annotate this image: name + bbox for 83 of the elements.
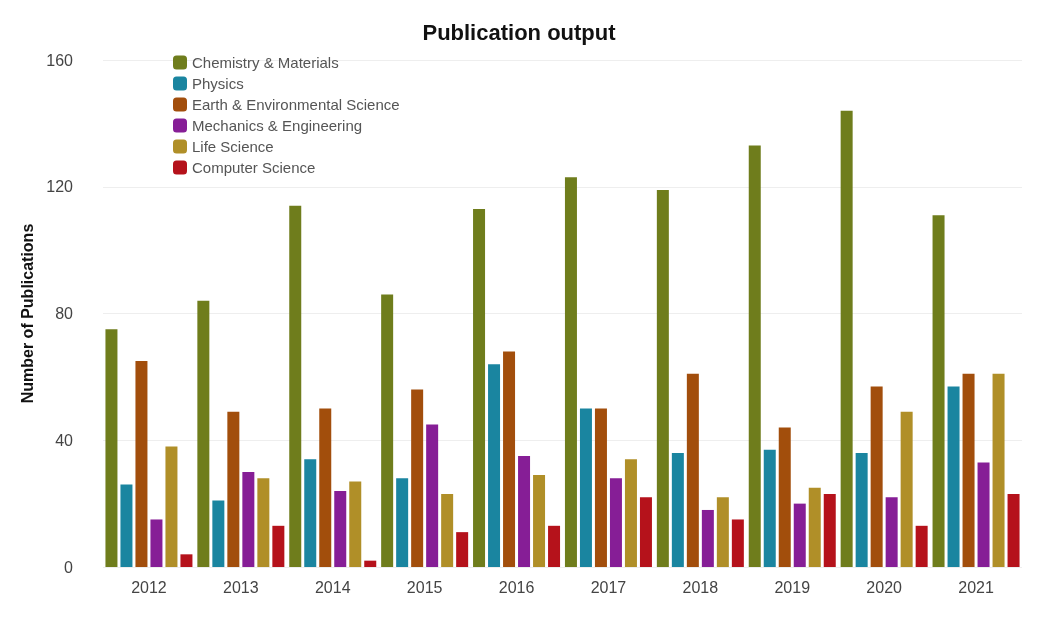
bar (426, 424, 439, 567)
y-tick-label: 40 (55, 431, 74, 449)
bar (120, 484, 133, 567)
x-tick-label: 2012 (131, 578, 167, 596)
bar (227, 411, 240, 567)
bar (992, 373, 1005, 567)
bar (334, 490, 347, 567)
x-tick-label: 2021 (958, 578, 994, 596)
bar (319, 408, 332, 567)
chart-title: Publication output (422, 19, 617, 45)
bar (441, 494, 454, 567)
bar (364, 560, 377, 567)
x-tick-label: 2017 (590, 578, 627, 596)
bar (870, 386, 883, 567)
bar (639, 497, 652, 567)
bar (855, 452, 868, 567)
y-tick-label: 160 (46, 51, 74, 69)
y-tick-label: 80 (55, 305, 74, 322)
bar (823, 494, 836, 567)
legend-label: Computer Science (192, 159, 316, 176)
bar (473, 208, 486, 567)
bar (548, 525, 561, 567)
bar (242, 471, 255, 567)
x-tick-label: 2018 (682, 578, 719, 596)
bar (885, 497, 898, 567)
x-tick-label: 2014 (314, 578, 351, 596)
bar (349, 481, 362, 567)
bar (381, 294, 394, 567)
bar (456, 532, 469, 567)
bar (932, 215, 945, 567)
bar (533, 475, 546, 567)
bar (962, 373, 975, 567)
legend-label: Life Science (192, 138, 274, 155)
legend-label: Chemistry & Materials (192, 54, 339, 71)
legend-label: Earth & Environmental Science (192, 96, 400, 113)
legend-label: Physics (192, 75, 244, 92)
bar (900, 411, 913, 567)
bar (105, 329, 118, 567)
bar (289, 205, 302, 567)
bar (624, 459, 637, 567)
bar (686, 373, 699, 567)
bar (212, 500, 225, 567)
bar (150, 519, 163, 567)
y-tick-label: 0 (64, 558, 74, 576)
x-tick-label: 2015 (406, 578, 443, 596)
bar (257, 478, 270, 567)
bar (977, 462, 990, 567)
bar (135, 361, 148, 567)
bar (748, 145, 761, 567)
bar (731, 519, 744, 567)
bar (609, 478, 622, 567)
bar (656, 189, 669, 567)
x-tick-label: 2013 (223, 578, 259, 596)
bar (564, 177, 577, 567)
bar (165, 446, 178, 567)
y-tick-label: 120 (46, 178, 74, 196)
bar (701, 509, 714, 567)
bar (671, 452, 684, 567)
bar (1007, 494, 1020, 567)
bar (272, 525, 285, 567)
bar (411, 389, 424, 567)
bar (503, 351, 516, 567)
x-tick-label: 2020 (866, 578, 903, 596)
bar (180, 554, 193, 567)
bar (197, 300, 210, 567)
legend-label: Mechanics & Engineering (192, 117, 363, 134)
bar (579, 408, 592, 567)
bar (396, 478, 409, 567)
bar (915, 525, 928, 567)
x-tick-label: 2016 (498, 578, 535, 596)
bar (763, 449, 776, 567)
y-axis-title: Number of Publications (18, 223, 36, 404)
bar (778, 427, 791, 567)
bar (808, 487, 821, 567)
bar (840, 110, 853, 567)
bar (947, 386, 960, 567)
bar (488, 364, 501, 567)
bar (594, 408, 607, 567)
bar (518, 456, 531, 567)
x-tick-label: 2019 (774, 578, 811, 596)
bar (304, 459, 317, 567)
bar (793, 503, 806, 567)
bar (716, 497, 729, 567)
